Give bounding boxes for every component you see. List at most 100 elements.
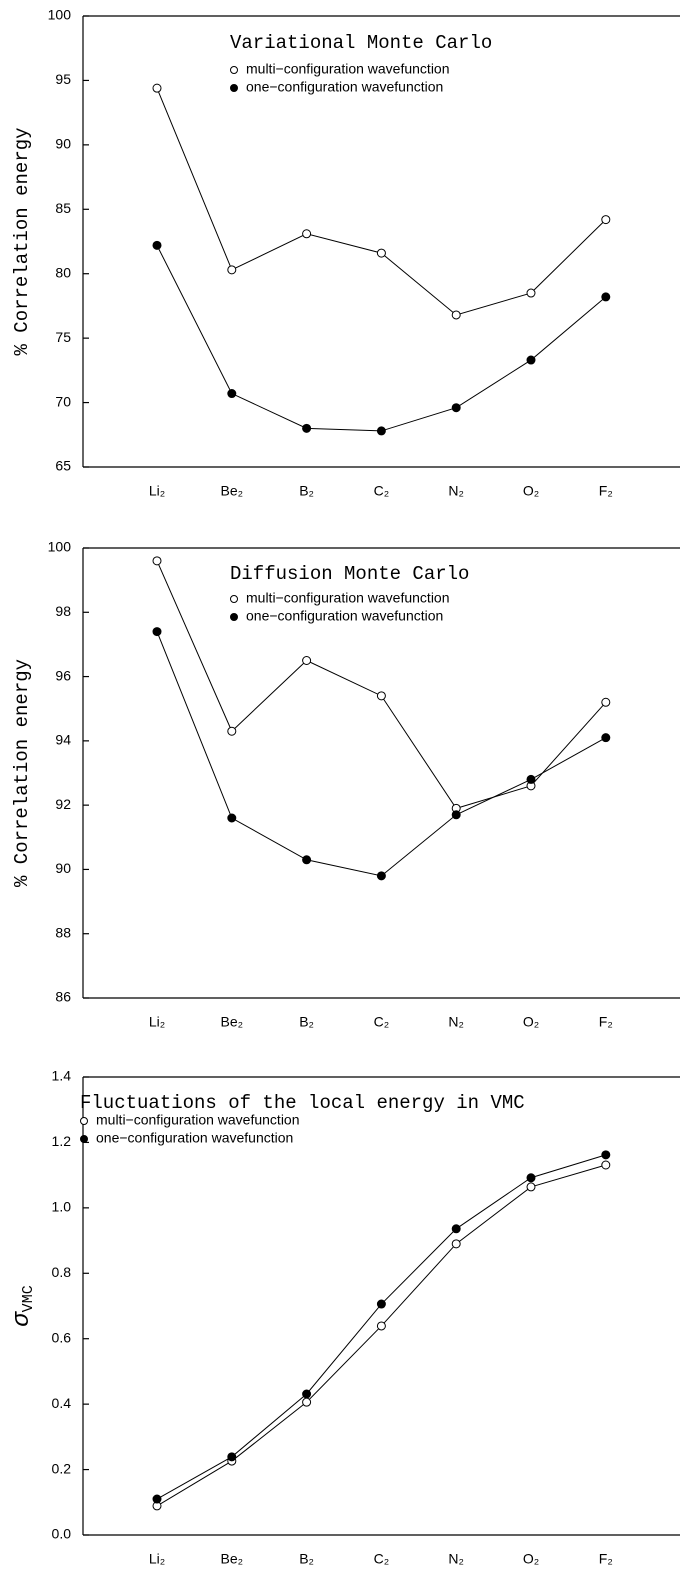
y-tick-label: 86 <box>55 989 71 1005</box>
x-tick-label: Be₂ <box>221 483 244 499</box>
data-point <box>451 810 461 820</box>
data-point <box>152 83 162 93</box>
data-point <box>601 215 611 225</box>
data-point <box>227 1452 237 1462</box>
y-tick-label: 1.0 <box>52 1199 72 1215</box>
y-tick-label: 90 <box>55 136 71 152</box>
legend-label: multi−configuration wavefunction <box>246 61 450 77</box>
x-tick-label: Li₂ <box>149 1551 165 1567</box>
data-point <box>376 248 386 258</box>
data-point <box>152 556 162 566</box>
data-point <box>227 726 237 736</box>
data-point <box>376 1299 386 1309</box>
data-point <box>526 1182 536 1192</box>
data-point <box>302 229 312 239</box>
x-tick-label: Be₂ <box>221 1551 244 1567</box>
x-tick-label: Li₂ <box>149 483 165 499</box>
x-tick-label: B₂ <box>299 483 314 499</box>
x-tick-label: Be₂ <box>221 1014 244 1030</box>
data-point <box>451 310 461 320</box>
y-tick-label: 80 <box>55 264 71 280</box>
legend-marker <box>230 84 238 92</box>
data-point <box>526 355 536 365</box>
data-point <box>526 774 536 784</box>
x-tick-label: B₂ <box>299 1551 314 1567</box>
x-tick-label: C₂ <box>374 1551 390 1567</box>
y-tick-label: 0.4 <box>52 1395 72 1411</box>
x-tick-label: O₂ <box>523 1551 539 1567</box>
y-tick-label: 94 <box>55 732 71 748</box>
y-tick-label: 0.2 <box>52 1460 72 1476</box>
series-line <box>156 1164 606 1507</box>
legend-marker <box>230 66 238 74</box>
x-tick-label: N₂ <box>448 1014 464 1030</box>
legend-marker <box>230 613 238 621</box>
chart-title: Fluctuations of the local energy in VMC <box>80 1092 525 1114</box>
data-point <box>227 389 237 399</box>
y-tick-label: 100 <box>48 539 72 555</box>
x-tick-label: F₂ <box>599 1014 613 1030</box>
data-point <box>376 426 386 436</box>
data-point <box>152 240 162 250</box>
y-axis-label: σVMC <box>9 1285 37 1326</box>
y-tick-label: 85 <box>55 200 71 216</box>
chart-title: Variational Monte Carlo <box>230 32 492 54</box>
x-tick-label: C₂ <box>374 1014 390 1030</box>
y-tick-label: 95 <box>55 71 71 87</box>
x-tick-label: F₂ <box>599 1551 613 1567</box>
x-tick-label: N₂ <box>448 483 464 499</box>
data-point <box>601 697 611 707</box>
series-line <box>156 631 607 877</box>
data-point <box>451 1224 461 1234</box>
data-point <box>227 265 237 275</box>
x-tick-label: N₂ <box>448 1551 464 1567</box>
y-label-subscript: VMC <box>20 1285 37 1312</box>
data-point <box>601 292 611 302</box>
data-point <box>376 871 386 881</box>
y-tick-label: 100 <box>48 7 72 23</box>
data-point <box>227 813 237 823</box>
x-tick-label: Li₂ <box>149 1014 165 1030</box>
y-tick-label: 75 <box>55 329 71 345</box>
y-tick-label: 96 <box>55 667 71 683</box>
x-tick-label: O₂ <box>523 1014 539 1030</box>
legend-marker <box>230 595 238 603</box>
data-point <box>302 1389 312 1399</box>
legend-label: one−configuration wavefunction <box>246 79 443 95</box>
x-tick-label: B₂ <box>299 1014 314 1030</box>
y-tick-label: 0.6 <box>52 1329 72 1345</box>
data-point <box>526 1173 536 1183</box>
data-point <box>376 1321 386 1331</box>
data-point <box>376 691 386 701</box>
data-point <box>152 1494 162 1504</box>
legend-marker <box>80 1135 88 1143</box>
data-point <box>601 1150 611 1160</box>
x-tick-label: F₂ <box>599 483 613 499</box>
series-line <box>156 87 607 316</box>
chart-title: Diffusion Monte Carlo <box>230 563 469 585</box>
data-point <box>302 855 312 865</box>
legend-label: multi−configuration wavefunction <box>96 1112 300 1128</box>
legend-label: one−configuration wavefunction <box>246 608 443 624</box>
y-tick-label: 65 <box>55 458 71 474</box>
data-point <box>152 627 162 637</box>
y-tick-label: 0.0 <box>52 1526 72 1542</box>
legend-label: multi−configuration wavefunction <box>246 590 450 606</box>
y-tick-label: 88 <box>55 924 71 940</box>
data-point <box>302 1397 312 1407</box>
y-tick-label: 1.4 <box>52 1068 72 1084</box>
y-axis-label: % Correlation energy <box>11 659 33 887</box>
data-point <box>451 1239 461 1249</box>
x-tick-label: O₂ <box>523 483 539 499</box>
y-tick-label: 90 <box>55 860 71 876</box>
y-tick-label: 1.2 <box>52 1133 72 1149</box>
data-point <box>526 288 536 298</box>
x-tick-label: C₂ <box>374 483 390 499</box>
data-point <box>451 403 461 413</box>
data-point <box>302 423 312 433</box>
legend-marker <box>80 1117 88 1125</box>
data-point <box>302 656 312 665</box>
y-tick-label: 92 <box>55 796 71 812</box>
y-label-symbol: σ <box>9 1311 36 1327</box>
